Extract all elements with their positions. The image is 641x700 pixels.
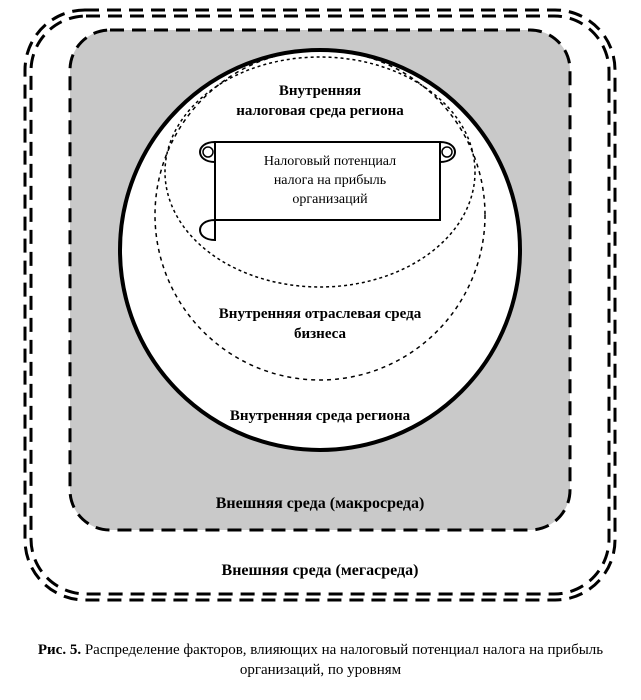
core-label-3: организаций [292, 192, 368, 207]
core-label-2: налога на прибыль [274, 173, 386, 188]
region-inner-label: Внутренняя среда региона [230, 408, 411, 424]
business-label-1: Внутренняя отраслевая среда [219, 306, 422, 322]
business-label-2: бизнеса [294, 326, 346, 342]
diagram-canvas: Внутренняя налоговая среда региона Налог… [0, 0, 641, 610]
core-label-1: Налоговый потенциал [264, 154, 396, 169]
tax-region-label-2: налоговая среда региона [236, 103, 404, 119]
caption-text: Распределение факторов, влияющих на нало… [85, 642, 603, 678]
macro-label: Внешняя среда (макросреда) [216, 495, 425, 512]
figure-caption: Рис. 5. Распределение факторов, влияющих… [0, 640, 641, 681]
caption-prefix: Рис. 5. [38, 642, 81, 658]
tax-region-label-1: Внутренняя [279, 83, 361, 99]
mega-label: Внешняя среда (мегасреда) [222, 562, 419, 579]
